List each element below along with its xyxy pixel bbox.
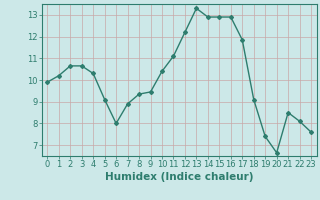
X-axis label: Humidex (Indice chaleur): Humidex (Indice chaleur) <box>105 172 253 182</box>
